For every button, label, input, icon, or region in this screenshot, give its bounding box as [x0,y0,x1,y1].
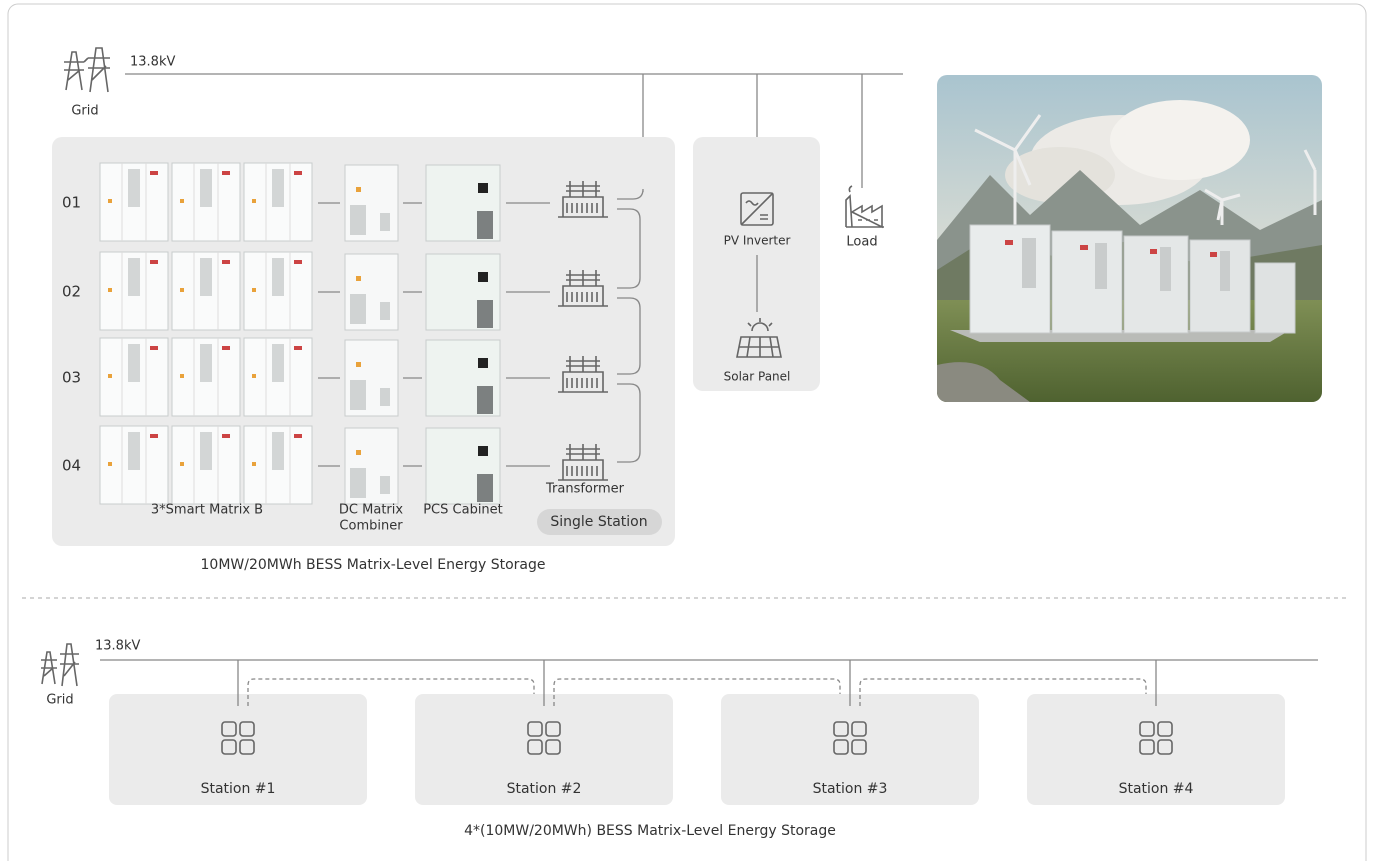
smart-matrix [244,163,312,241]
pcs-screen [478,272,488,282]
dc-vent [350,380,366,410]
vent [272,169,284,207]
display [294,171,302,175]
voltage-label: 13.8kV [95,639,140,654]
grid-icon [64,48,110,92]
dc-vent [350,468,366,498]
vent [128,258,140,296]
vent [200,258,212,296]
warning [108,462,112,466]
warning [180,374,184,378]
warning [356,276,361,281]
display [222,260,230,264]
vent [128,432,140,470]
bess-photo [937,75,1322,402]
page: Grid 13.8kV 01 02 03 04 3*Smart Matrix B DC… [0,0,1373,861]
caption: 4*(10MW/20MWh) BESS Matrix-Level Energy … [464,823,836,839]
caption: 10MW/20MWh BESS Matrix-Level Energy Stor… [201,557,546,573]
warning [356,362,361,367]
smart-matrix [172,426,240,504]
dc-combiner-label: Combiner [339,519,403,534]
grid-label: Grid [71,104,98,119]
row-label: 04 [62,457,81,475]
display [150,434,158,438]
smart-matrix [172,252,240,330]
display [222,171,230,175]
load-icon [846,186,884,227]
display [222,346,230,350]
display [150,171,158,175]
pcs-vent [477,474,493,502]
warning [108,199,112,203]
warning [252,462,256,466]
warning [108,374,112,378]
display [150,260,158,264]
vent [200,344,212,382]
vent [272,344,284,382]
smart-matrix [100,252,168,330]
pcs-vent [477,386,493,414]
display [294,260,302,264]
pv-inverter-label: PV Inverter [724,234,791,248]
grid-icon [41,644,79,686]
display [150,346,158,350]
dc-vent [350,205,366,235]
smart-matrix [100,426,168,504]
solar-panel-label: Solar Panel [724,370,791,384]
pcs-label: PCS Cabinet [423,503,503,518]
dc-vent [380,476,390,494]
load-label: Load [846,235,877,250]
pcs-vent [477,211,493,239]
station-label: Station #3 [813,781,888,797]
smart-matrix [100,163,168,241]
transformer-label: Transformer [545,482,625,497]
display [294,434,302,438]
vent [272,258,284,296]
row-label: 03 [62,369,81,387]
pcs-screen [478,183,488,193]
pcs-screen [478,358,488,368]
warning [252,288,256,292]
station-label: Station #4 [1119,781,1194,797]
vent [128,169,140,207]
smart-matrix [244,252,312,330]
voltage-label: 13.8kV [130,55,175,70]
warning [180,462,184,466]
row-label: 02 [62,283,81,301]
vent [128,344,140,382]
warning [180,199,184,203]
vent [200,169,212,207]
warning [356,450,361,455]
dc-vent [350,294,366,324]
pcs-screen [478,446,488,456]
dc-vent [380,213,390,231]
warning [252,374,256,378]
vent [272,432,284,470]
warning [180,288,184,292]
display [294,346,302,350]
display [222,434,230,438]
station-label: Station #1 [201,781,276,797]
vent [200,432,212,470]
smart-matrix [244,426,312,504]
grid-label: Grid [46,693,73,708]
smart-matrix [172,163,240,241]
smart-matrix [244,338,312,416]
smart-matrix [100,338,168,416]
single-station-label: Single Station [550,514,647,530]
dc-vent [380,302,390,320]
pcs-vent [477,300,493,328]
dc-vent [380,388,390,406]
smart-matrix-label: 3*Smart Matrix B [151,503,263,518]
smart-matrix [172,338,240,416]
station-label: Station #2 [507,781,582,797]
dc-combiner-label: DC Matrix [339,503,403,518]
row-label: 01 [62,194,81,212]
warning [108,288,112,292]
warning [252,199,256,203]
warning [356,187,361,192]
